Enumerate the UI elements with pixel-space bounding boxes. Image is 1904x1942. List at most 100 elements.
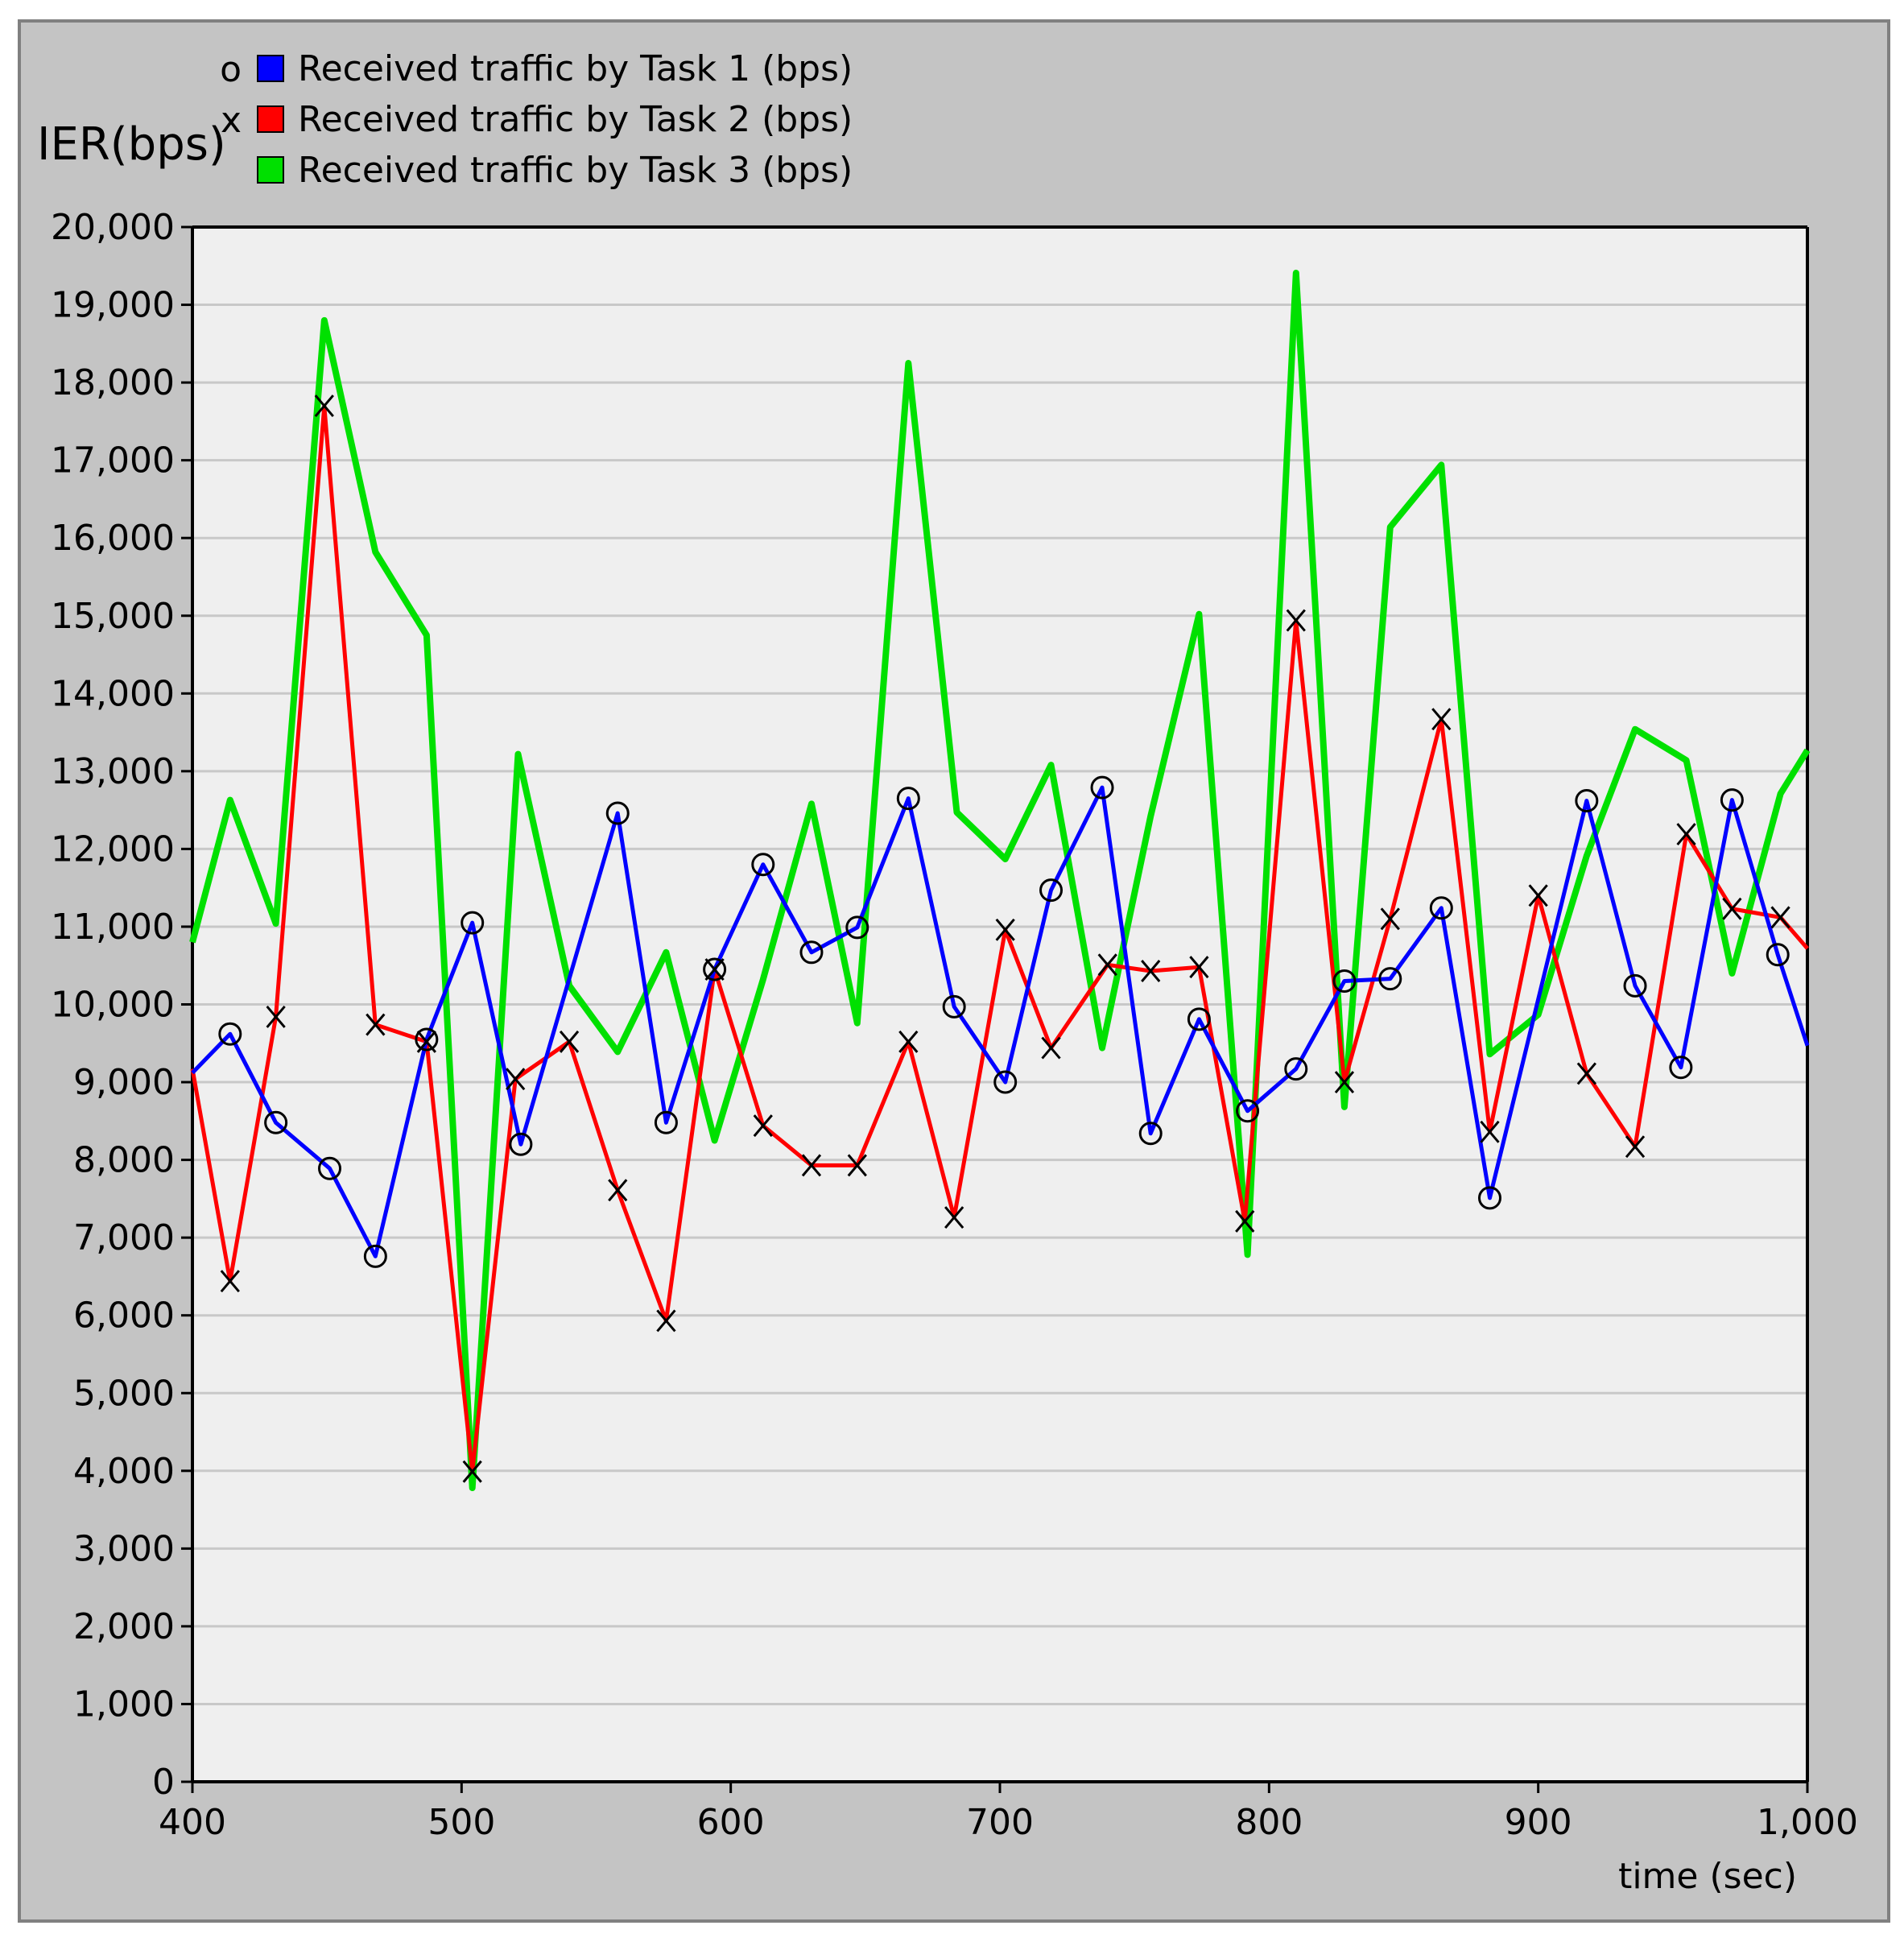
point-marker [1334,1071,1355,1094]
y-tick-label: 4,000 [73,1451,175,1492]
y-tick-label: 9,000 [73,1062,175,1103]
point-marker [1189,956,1209,979]
point-marker [366,1013,386,1036]
y-tick-label: 15,000 [51,596,175,637]
x-tick-label: 800 [1235,1802,1303,1843]
x-tick-label: 900 [1505,1802,1572,1843]
point-marker [218,1022,242,1046]
point-marker [942,994,966,1019]
point-marker [1431,708,1452,731]
point-marker [751,853,775,877]
y-tick-label: 10,000 [51,985,175,1026]
point-marker [314,395,334,418]
point-marker [1528,884,1548,907]
point-marker [1669,1056,1693,1080]
point-marker [1380,907,1400,931]
point-marker [801,1154,822,1177]
legend-label: Received traffic by Task 2 (bps) [298,99,853,140]
point-marker [1284,1057,1308,1081]
legend-marker: x [221,100,242,141]
y-tick-label: 3,000 [73,1528,175,1569]
y-tick-label: 1,000 [73,1684,175,1725]
point-marker [1623,973,1647,998]
point-marker [1575,789,1599,813]
x-tick-label: 500 [427,1802,495,1843]
point-marker [415,1027,439,1052]
point-marker [509,1132,533,1156]
x-axis-label: time (sec) [1618,1856,1797,1897]
point-marker [1090,775,1114,800]
point-marker [1097,953,1117,977]
point-marker [461,911,485,935]
legend-swatch [257,156,284,184]
series-line [191,785,1810,1258]
point-marker [1576,1062,1596,1085]
point-marker [1480,1120,1500,1143]
point-marker [605,801,630,825]
point-marker [220,1270,240,1293]
y-tick-label: 12,000 [51,828,175,870]
y-tick-label: 5,000 [73,1373,175,1414]
point-marker [559,1030,580,1053]
y-tick-label: 11,000 [51,907,175,948]
y-tick-label: 13,000 [51,751,175,792]
y-tick-label: 6,000 [73,1295,175,1337]
point-marker [656,1309,676,1333]
point-marker [1676,823,1696,846]
point-marker [1039,878,1064,903]
point-marker [845,915,869,940]
point-marker [1722,897,1742,920]
point-marker [462,1460,482,1483]
legend-swatch [257,105,284,133]
point-marker [799,940,824,965]
y-tick-label: 20,000 [51,207,175,248]
point-marker [1041,1036,1061,1060]
point-marker [1332,969,1357,994]
point-marker [703,957,727,981]
legend-marker: o [220,49,242,90]
point-marker [1625,1135,1646,1159]
y-tick-label: 7,000 [73,1217,175,1258]
point-marker [363,1244,387,1268]
point-marker [318,1156,342,1180]
point-marker [1236,1099,1260,1123]
y-tick-label: 0 [152,1762,175,1803]
point-marker [1138,1122,1163,1146]
point-marker [898,1030,919,1053]
point-marker [1770,906,1790,929]
point-marker [896,787,920,811]
x-tick-label: 1,000 [1757,1802,1858,1843]
legend-label: Received traffic by Task 1 (bps) [298,48,853,89]
point-marker [1286,609,1306,632]
point-marker [847,1154,867,1177]
x-tick-label: 600 [697,1802,765,1843]
point-marker [1378,967,1402,991]
legend-label: Received traffic by Task 3 (bps) [298,150,853,191]
point-marker [1766,943,1790,967]
y-tick-label: 8,000 [73,1140,175,1181]
point-marker [1235,1209,1255,1233]
y-tick-label: 19,000 [51,285,175,326]
y-tick-label: 14,000 [51,673,175,714]
x-tick-label: 400 [159,1802,226,1843]
point-marker [704,958,725,981]
x-tick-label: 700 [966,1802,1034,1843]
point-marker [1141,960,1161,982]
y-tick-label: 17,000 [51,440,175,481]
point-marker [264,1110,288,1134]
point-marker [608,1179,628,1202]
point-marker [506,1068,526,1091]
point-marker [995,918,1015,941]
point-marker [1720,788,1744,812]
y-axis-label: IER(bps) [37,118,226,171]
legend-swatch [257,55,284,82]
y-tick-label: 16,000 [51,518,175,559]
point-marker [654,1110,678,1134]
y-tick-label: 2,000 [73,1606,175,1647]
point-marker [1477,1186,1501,1210]
point-marker [944,1206,964,1229]
y-tick-label: 18,000 [51,362,175,403]
point-marker [753,1114,773,1138]
